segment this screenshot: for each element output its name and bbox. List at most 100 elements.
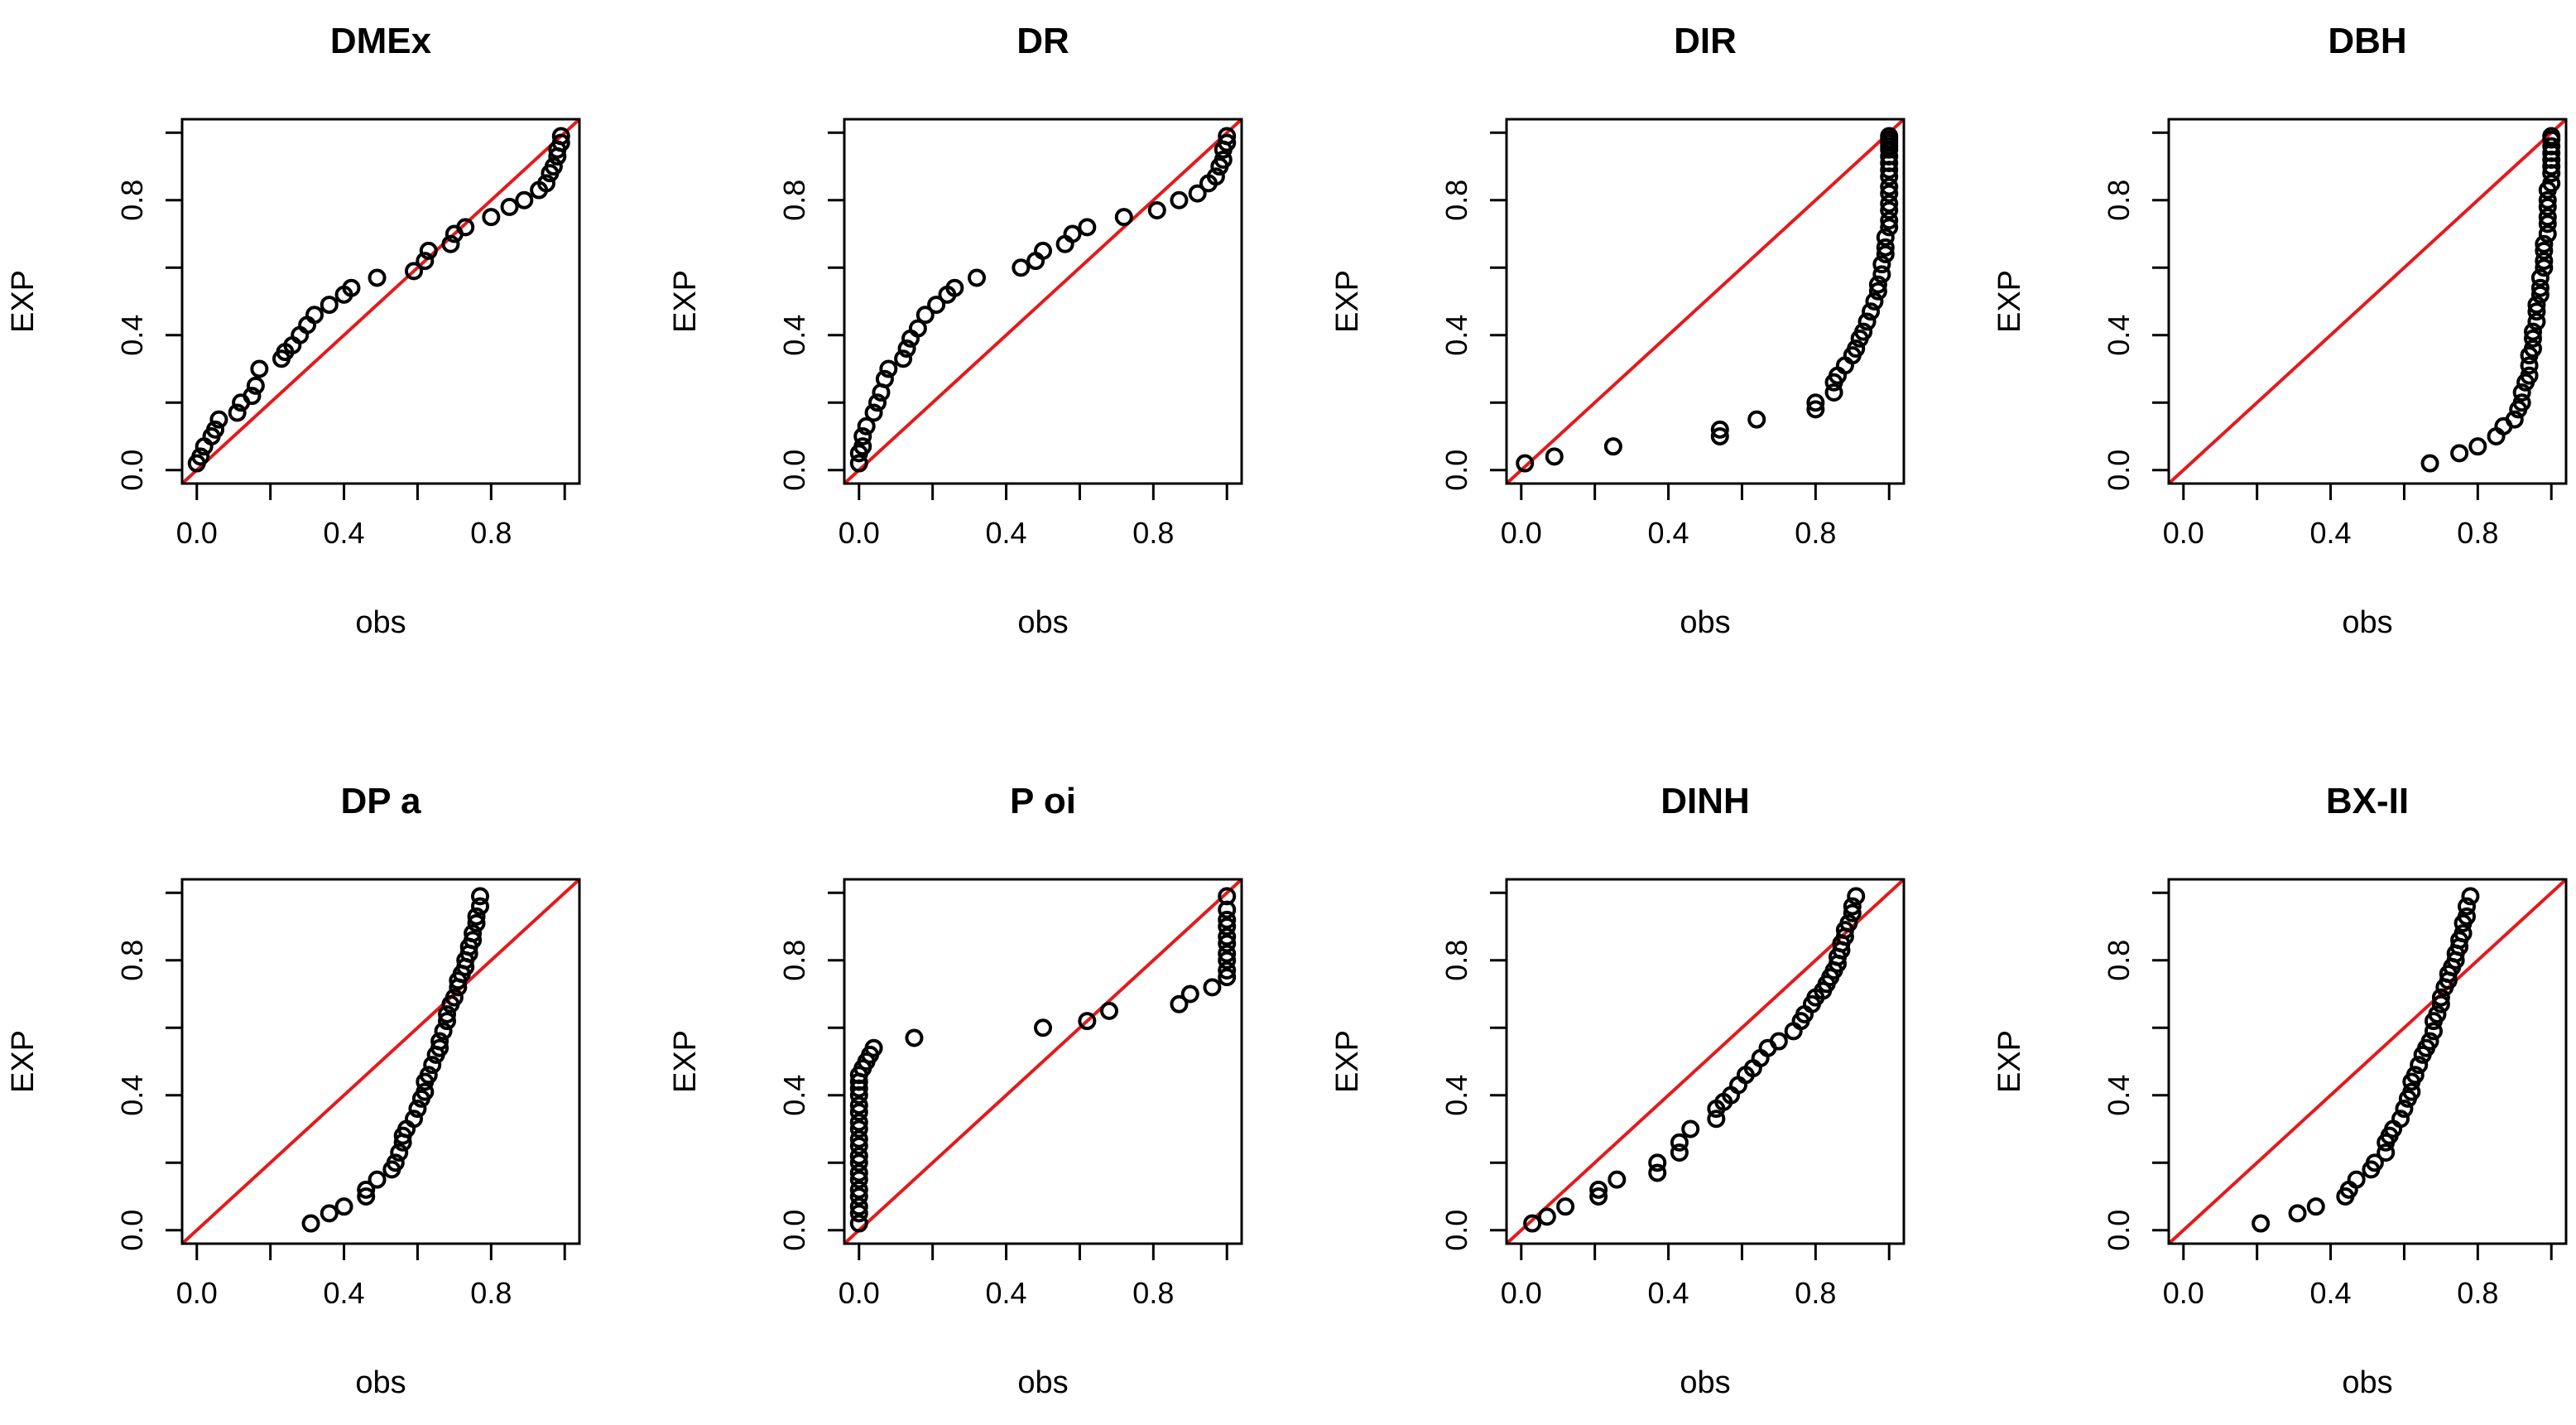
data-point xyxy=(1824,383,1843,402)
data-point xyxy=(386,1153,405,1172)
data-point xyxy=(2530,268,2550,287)
x-tick-label: 0.0 xyxy=(2163,1276,2204,1310)
x-tick-label: 0.8 xyxy=(2457,516,2498,550)
data-point xyxy=(1872,265,1891,284)
data-point xyxy=(2542,137,2561,156)
y-tick-label: 0.8 xyxy=(1439,180,1473,221)
plot-frame xyxy=(2167,118,2568,485)
data-point xyxy=(1854,322,1873,341)
data-point xyxy=(864,1038,883,1057)
data-point xyxy=(206,420,224,439)
y-tick-label: 0.0 xyxy=(777,450,811,491)
panel-title: DBH xyxy=(2328,21,2406,61)
data-point xyxy=(864,403,883,422)
data-point xyxy=(849,1095,868,1114)
data-point xyxy=(2535,234,2554,253)
data-point xyxy=(2468,437,2487,456)
data-point xyxy=(1876,228,1895,247)
data-point xyxy=(2535,241,2554,260)
x-axis-label: obs xyxy=(2342,1365,2392,1400)
data-point xyxy=(1880,211,1899,230)
data-point xyxy=(2512,383,2531,402)
y-tick-label: 0.4 xyxy=(1439,315,1473,356)
data-point xyxy=(2420,1032,2439,1051)
reference-line xyxy=(844,879,1242,1244)
data-point xyxy=(894,349,913,368)
data-point xyxy=(2535,252,2554,271)
data-point xyxy=(1868,282,1887,301)
x-tick-label: 0.8 xyxy=(1132,516,1174,550)
data-point xyxy=(968,268,986,287)
panel-title: DP a xyxy=(340,781,421,821)
data-point xyxy=(551,133,570,152)
data-point xyxy=(1880,184,1899,203)
data-point xyxy=(1843,903,1862,922)
data-point xyxy=(1218,961,1237,980)
data-point xyxy=(1843,897,1862,916)
data-point xyxy=(1806,400,1825,419)
data-point xyxy=(1218,133,1237,152)
data-point xyxy=(209,410,228,429)
data-point xyxy=(1876,238,1895,257)
data-point xyxy=(405,1110,423,1129)
data-point xyxy=(1603,437,1622,456)
data-point xyxy=(250,359,269,378)
data-point xyxy=(1218,968,1237,987)
y-tick-label: 0.8 xyxy=(777,180,811,221)
data-point xyxy=(390,1143,409,1162)
data-point xyxy=(1012,258,1031,277)
panel-5: DP a 0.0 0.4 0.8 0.0 0.4 0.8 obs EXP xyxy=(6,781,581,1400)
data-point xyxy=(905,1028,924,1047)
x-tick-label: 0.8 xyxy=(1132,1276,1174,1310)
data-point xyxy=(2377,1143,2396,1162)
y-tick-label: 0.8 xyxy=(115,180,149,221)
data-point xyxy=(551,127,570,146)
panel-title: BX-II xyxy=(2326,781,2409,821)
data-point xyxy=(2512,393,2531,412)
x-axis-label: obs xyxy=(2342,605,2392,640)
x-axis-label: obs xyxy=(1017,1365,1068,1400)
data-point xyxy=(320,296,339,315)
y-tick-label: 0.8 xyxy=(115,940,149,981)
data-point xyxy=(2542,174,2561,193)
data-point xyxy=(849,1197,868,1216)
data-point xyxy=(1806,393,1825,412)
data-point xyxy=(434,1022,453,1041)
x-tick-label: 0.4 xyxy=(324,516,365,550)
data-point xyxy=(1206,167,1225,186)
data-point xyxy=(2538,208,2557,227)
x-tick-label: 0.8 xyxy=(2457,1276,2498,1310)
data-point xyxy=(1218,910,1237,929)
data-point xyxy=(2530,285,2550,304)
data-point xyxy=(857,416,876,436)
data-point xyxy=(1516,454,1535,473)
data-point xyxy=(2420,454,2439,473)
data-point xyxy=(927,296,946,315)
data-point xyxy=(368,1170,387,1189)
data-point xyxy=(849,1204,868,1223)
data-point xyxy=(1847,887,1866,906)
y-tick-label: 0.8 xyxy=(777,940,811,981)
data-point xyxy=(849,454,868,473)
data-point xyxy=(1214,150,1233,169)
data-point xyxy=(2402,1082,2421,1101)
data-point xyxy=(419,241,438,260)
data-point xyxy=(879,359,898,378)
data-point xyxy=(1847,339,1866,359)
data-point xyxy=(2542,127,2561,146)
panel-6: P oi 0.0 0.4 0.8 0.0 0.4 0.8 obs EXP xyxy=(668,781,1243,1400)
data-point xyxy=(464,924,483,943)
data-point xyxy=(438,1012,456,1031)
data-point xyxy=(544,157,563,176)
data-point xyxy=(1648,1163,1667,1182)
reference-line xyxy=(844,119,1242,484)
data-point xyxy=(405,262,423,281)
data-point xyxy=(2453,924,2473,943)
y-axis-label: EXP xyxy=(1330,1030,1365,1093)
x-tick-label: 0.4 xyxy=(1648,1276,1689,1310)
data-point xyxy=(849,1113,868,1132)
y-tick-label: 0.4 xyxy=(2102,1075,2136,1116)
data-point xyxy=(1681,1119,1700,1139)
y-tick-label: 0.8 xyxy=(2102,940,2136,981)
data-point xyxy=(868,393,887,412)
